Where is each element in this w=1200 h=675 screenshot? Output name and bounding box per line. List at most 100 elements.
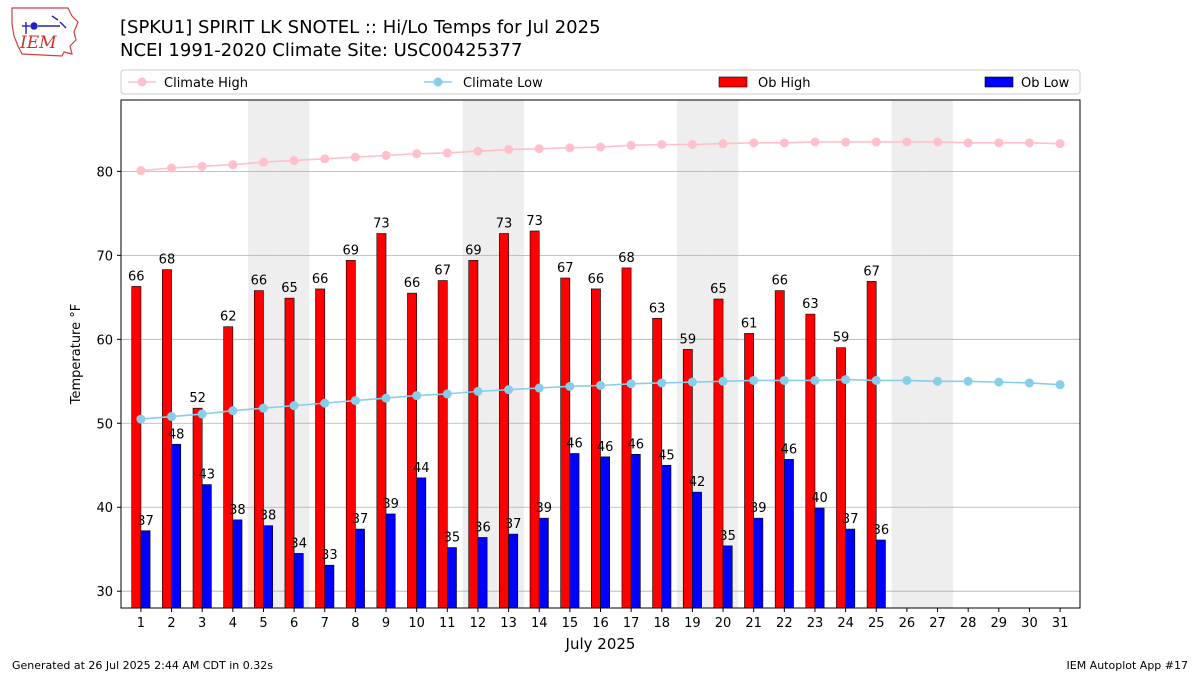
climate-high-point [779,138,789,148]
climate-low-point [534,383,544,393]
ob-low-bar [875,539,886,609]
ob-high-label: 73 [496,217,513,232]
ob-high-label: 63 [649,301,666,316]
legend-ob-high-label: Ob High [758,76,811,91]
ob-low-bar [692,491,702,609]
legend-ob-high-swatch [718,76,748,88]
climate-low-point [412,391,422,401]
ob-high-label: 68 [159,253,176,268]
ob-high-bar [744,333,754,609]
ob-low-label: 38 [260,509,277,524]
ob-high-bar [468,260,479,609]
ob-low-bar [263,525,273,609]
climate-high-point [902,137,912,147]
legend-box [120,69,1081,95]
y-tick-label: 30 [96,585,113,600]
ob-low-bar [477,537,488,609]
ob-low-bar [722,545,733,609]
chart-subtitle: NCEI 1991-2020 Climate Site: USC00425377 [120,40,523,61]
ob-low-label: 37 [137,514,154,529]
climate-high-point [994,138,1004,148]
ob-low-label: 48 [168,427,185,442]
x-tick-label: 6 [290,616,298,631]
ob-low-bar [293,553,304,609]
y-tick-label: 50 [96,417,113,432]
x-tick-label: 31 [1052,616,1069,631]
climate-low-point [718,376,728,386]
climate-high-point [718,139,728,149]
y-tick-label: 40 [96,501,113,516]
ob-low-bar [232,519,243,609]
climate-high-point [933,137,943,147]
chart-title: [SPKU1] SPIRIT LK SNOTEL :: Hi/Lo Temps … [120,17,601,38]
ob-low-label: 36 [474,520,491,535]
ob-low-bar [784,459,794,609]
ob-low-label: 46 [597,440,614,455]
climate-low-point [136,414,146,424]
ob-high-bar [713,298,724,609]
ob-low-bar [447,547,457,609]
ob-high-bar [407,292,417,609]
x-tick-label: 26 [899,616,916,631]
legend-climate-high-label: Climate High [164,76,248,91]
weekend-shade [922,100,953,608]
climate-high-point [350,152,360,162]
ob-high-label: 59 [833,331,850,346]
x-tick-label: 29 [991,616,1008,631]
climate-high-point [626,140,636,150]
ob-low-bar [508,533,519,609]
climate-low-point [504,385,514,395]
x-tick-label: 5 [259,616,267,631]
ob-high-label: 61 [741,316,758,331]
x-tick-label: 28 [960,616,977,631]
climate-high-point [963,138,973,148]
climate-low-point [442,389,452,399]
climate-low-point [871,375,881,385]
climate-high-point [320,154,330,164]
logo-text: IEM [19,33,57,53]
climate-low-point [687,377,697,387]
x-tick-label: 3 [198,616,206,631]
ob-low-label: 39 [750,501,767,516]
ob-low-bar [814,507,825,609]
ob-low-label: 38 [229,503,246,518]
ob-low-bar [630,454,641,609]
x-tick-label: 21 [745,616,762,631]
ob-high-label: 66 [251,274,268,289]
climate-high-point [749,138,759,148]
x-tick-label: 24 [837,616,854,631]
ob-low-bar [416,477,427,609]
ob-low-bar [538,517,549,609]
x-tick-label: 15 [562,616,579,631]
climate-low-point [1024,378,1034,388]
ob-high-label: 66 [404,276,421,291]
x-tick-label: 10 [408,616,425,631]
climate-low-point [197,409,207,419]
climate-low-point [749,375,759,385]
x-tick-label: 23 [807,616,824,631]
ob-high-bar [499,233,509,609]
ob-low-bar [355,528,365,609]
ob-high-label: 67 [557,261,574,276]
x-tick-label: 16 [592,616,609,631]
ob-high-label: 69 [465,243,482,258]
climate-low-point [473,386,483,396]
climate-high-point [442,148,452,158]
x-tick-label: 19 [684,616,701,631]
ob-high-label: 67 [863,264,880,279]
ob-high-label: 67 [434,264,451,279]
climate-high-point [1024,138,1034,148]
ob-high-bar [437,280,448,609]
iem-iowa-logo-icon: IEM [11,7,79,57]
x-tick-label: 20 [715,616,732,631]
climate-low-point [810,375,820,385]
ob-high-label: 73 [373,217,390,232]
x-tick-label: 4 [229,616,237,631]
climate-high-point [473,146,483,156]
x-tick-label: 13 [500,616,517,631]
climate-low-point [1055,380,1065,390]
climate-high-point [871,137,881,147]
climate-low-point [841,375,851,385]
ob-low-bar [569,453,580,609]
